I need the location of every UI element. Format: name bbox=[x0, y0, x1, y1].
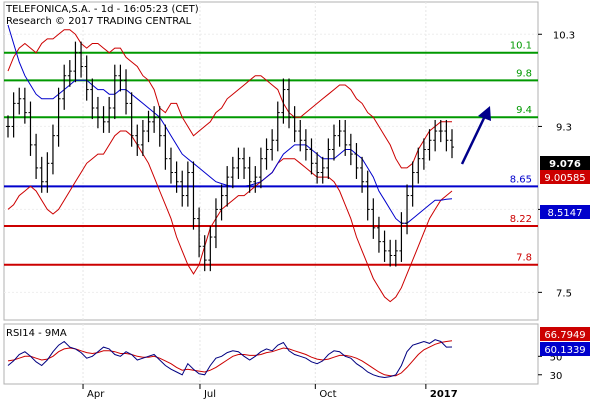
x-tick-label: Oct bbox=[319, 389, 336, 400]
rsi-last-value-badge: 60.1339 bbox=[544, 345, 585, 356]
series-layer bbox=[6, 24, 454, 303]
chart-title: TELEFONICA,S.A. - 1d - 16:05:23 (CET) bbox=[5, 4, 199, 15]
grid-layer bbox=[4, 2, 538, 384]
last-value-badge: 8.5147 bbox=[548, 208, 583, 219]
rsi-ma-line bbox=[7, 340, 453, 377]
rsi-line bbox=[7, 339, 453, 379]
chart-subtitle: Research © 2017 TRADING CENTRAL bbox=[6, 16, 192, 27]
y-tick-label: 9.3 bbox=[556, 122, 572, 133]
level-label: 8.65 bbox=[510, 174, 532, 185]
forecast-arrow-icon bbox=[460, 106, 491, 165]
bollinger-lower-line bbox=[7, 130, 453, 303]
bollinger-upper-line bbox=[7, 29, 452, 169]
rsi-y-tick-label: 50 bbox=[550, 352, 563, 363]
last-value-badge-bg bbox=[540, 156, 590, 170]
last-value-badge-bg bbox=[540, 205, 590, 219]
level-label: 7.8 bbox=[516, 253, 532, 264]
badge-layer: 9.076 9.00585 8.5147 66.7949 60.1339 bbox=[540, 156, 590, 356]
level-label: 9.8 bbox=[516, 68, 532, 79]
x-tick-label: Apr bbox=[87, 389, 105, 400]
moving-average-line bbox=[7, 24, 453, 224]
rsi-panel-title: RSI14 - 9MA bbox=[6, 328, 67, 339]
last-value-badge: 9.00585 bbox=[544, 173, 585, 184]
y-tick-label: 7.5 bbox=[556, 288, 572, 299]
level-label: 9.4 bbox=[516, 105, 532, 116]
x-tick-label: Jul bbox=[203, 389, 216, 400]
levels-layer: 10.1 9.8 9.4 8.65 8.22 7.8 bbox=[4, 41, 538, 266]
rsi-layer bbox=[7, 339, 453, 379]
x-tick-label: 2017 bbox=[430, 389, 458, 400]
level-label: 10.1 bbox=[510, 41, 532, 52]
rsi-last-value-badge: 66.7949 bbox=[544, 330, 585, 341]
rsi-y-tick-label: 30 bbox=[550, 371, 563, 382]
level-label: 8.22 bbox=[510, 214, 532, 225]
rsi-last-value-badge-bg bbox=[540, 342, 590, 356]
rsi-panel-frame bbox=[3, 323, 539, 385]
y-tick-label: 10.3 bbox=[553, 30, 575, 41]
last-value-badge: 9.076 bbox=[549, 159, 581, 170]
main-panel-frame bbox=[3, 1, 539, 321]
last-value-badge-bg bbox=[540, 170, 590, 184]
rsi-last-value-badge-bg bbox=[540, 327, 590, 341]
